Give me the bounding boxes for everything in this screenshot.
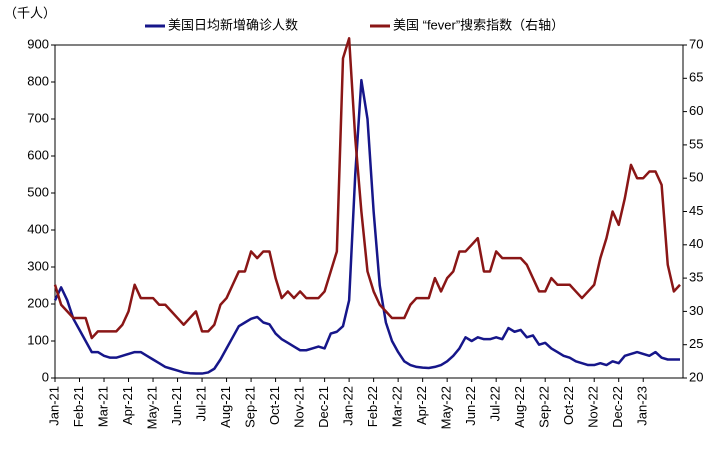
y-tick-label: 900 [27,36,49,51]
x-tick-label: Jul-21 [193,386,208,421]
y2-tick-label: 45 [689,203,703,218]
x-tick-label: Feb-22 [365,386,380,427]
x-tick-label: Apr-22 [414,386,429,425]
x-tick-label: Nov-21 [292,386,307,428]
y2-tick-label: 20 [689,369,703,384]
x-tick-label: Jun-22 [463,386,478,426]
x-tick-label: Jun-21 [169,386,184,426]
x-tick-label: Oct-21 [267,386,282,425]
y2-tick-label: 35 [689,270,703,285]
y-tick-label: 100 [27,332,49,347]
plot-frame [54,44,684,379]
x-tick-label: Aug-21 [218,386,233,428]
y-tick-label: 400 [27,221,49,236]
y-tick-label: 0 [42,369,49,384]
x-tick-label: Mar-21 [95,386,110,427]
y-axis-label: （千人） [4,5,56,20]
x-tick-label: Jan-22 [341,386,356,426]
y2-tick-label: 30 [689,303,703,318]
x-tick-label: Jul-22 [488,386,503,421]
legend-label: 美国 “fever”搜索指数（右轴） [393,17,564,32]
x-tick-label: Sep-22 [537,386,552,428]
y2-tick-label: 65 [689,70,703,85]
y2-tick-label: 55 [689,136,703,151]
x-tick-label: Mar-22 [390,386,405,427]
y-tick-label: 300 [27,258,49,273]
y-tick-label: 700 [27,110,49,125]
series-line [53,37,681,340]
y2-tick-label: 70 [689,36,703,51]
x-tick-label: Apr-21 [120,386,135,425]
x-tick-label: Nov-22 [586,386,601,428]
x-tick-label: Dec-21 [316,386,331,428]
y-tick-label: 200 [27,295,49,310]
series-line [53,78,680,375]
y2-tick-label: 40 [689,236,703,251]
y-tick-label: 600 [27,147,49,162]
y2-tick-label: 50 [689,170,703,185]
y-tick-label: 800 [27,73,49,88]
x-tick-label: Dec-22 [610,386,625,428]
y2-tick-label: 60 [689,103,703,118]
x-tick-label: Feb-21 [71,386,86,427]
x-tick-label: Jan-23 [635,386,650,426]
x-tick-label: May-22 [439,386,454,429]
x-tick-label: Aug-22 [512,386,527,428]
x-tick-label: Sep-21 [243,386,258,428]
x-tick-label: Jan-21 [46,386,61,426]
x-tick-label: May-21 [144,386,159,429]
y-tick-label: 500 [27,184,49,199]
legend-label: 美国日均新增确诊人数 [168,17,298,32]
y2-tick-label: 25 [689,336,703,351]
x-tick-label: Oct-22 [561,386,576,425]
